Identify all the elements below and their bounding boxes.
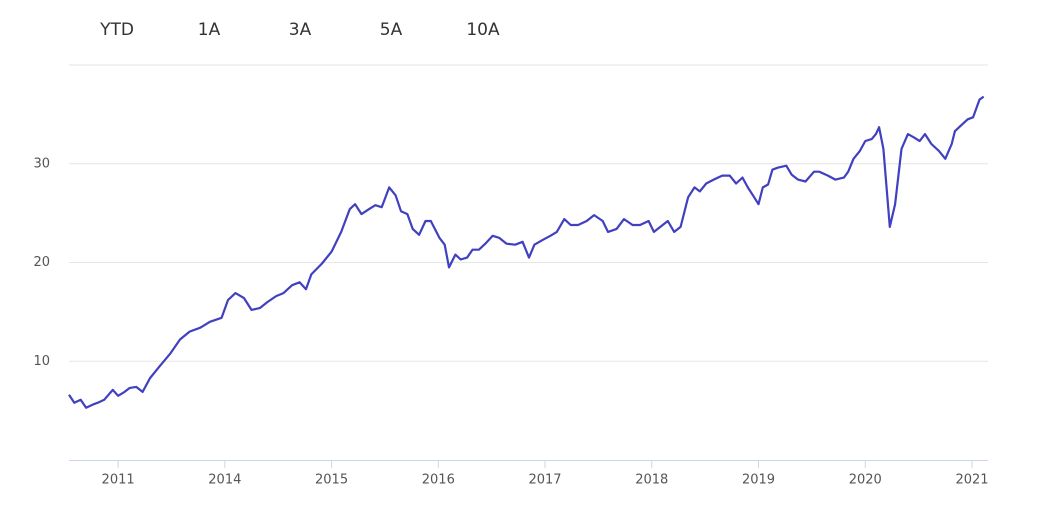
x-tick-label: 2021 <box>955 473 988 488</box>
x-tick-label: 2016 <box>422 473 455 488</box>
x-tick-label: 2014 <box>208 473 241 488</box>
y-tick-label: 10 <box>33 354 50 369</box>
range-button[interactable]: 1A <box>197 20 221 40</box>
price-line <box>68 95 985 409</box>
x-tick-label: 2019 <box>742 473 775 488</box>
x-tick-label: 2015 <box>315 473 348 488</box>
x-tick-label: 2017 <box>528 473 561 488</box>
range-button[interactable]: 3A <box>288 20 312 40</box>
x-tick-label: 2018 <box>635 473 668 488</box>
y-tick-label: 30 <box>33 156 50 171</box>
x-tick-label: 2020 <box>849 473 882 488</box>
x-tick-label: 2011 <box>102 473 135 488</box>
y-tick-label: 20 <box>33 255 50 270</box>
range-button[interactable]: 10A <box>466 20 500 40</box>
range-button[interactable]: YTD <box>100 20 134 40</box>
range-button[interactable]: 5A <box>379 20 403 40</box>
